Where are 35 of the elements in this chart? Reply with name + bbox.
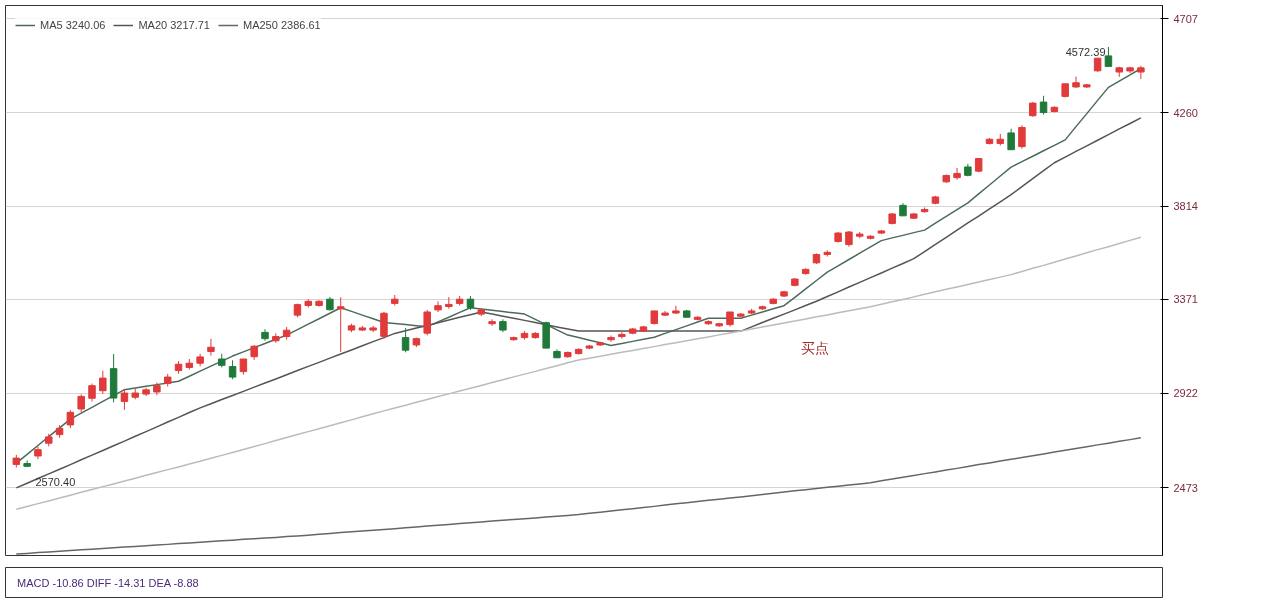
legend-label: MA20 3217.71 xyxy=(138,19,210,31)
candlestick xyxy=(1137,65,1145,80)
annotation: 4572.39 xyxy=(1065,45,1106,58)
y-tick-label: 2473 xyxy=(1173,481,1198,494)
legend-label: MA5 3240.06 xyxy=(40,19,106,31)
candlestick xyxy=(380,311,388,339)
line-series xyxy=(15,117,1142,489)
candlestick xyxy=(336,296,345,353)
candlestick xyxy=(953,167,961,181)
candlestick xyxy=(207,338,215,357)
candlestick xyxy=(401,327,410,353)
text: MACD -10.86 DIFF -14.31 DEA -8.88 xyxy=(17,576,199,589)
candlestick xyxy=(99,370,107,395)
y-tick-label: 4707 xyxy=(1173,12,1198,25)
candlestick xyxy=(1018,124,1026,150)
y-tick-label: 3814 xyxy=(1173,200,1198,213)
legend-label: MA250 2386.61 xyxy=(243,19,321,31)
line-series xyxy=(15,436,1142,555)
candlestick xyxy=(1072,75,1080,89)
candlestick xyxy=(120,388,129,411)
candlestick xyxy=(672,305,680,315)
line-series xyxy=(15,236,1142,511)
candlestick xyxy=(1039,95,1048,116)
y-tick-label: 3371 xyxy=(1173,293,1198,306)
candlestick xyxy=(434,300,442,313)
candlestick xyxy=(228,359,237,380)
annotation: 2570.40 xyxy=(35,475,76,488)
candlestick xyxy=(607,335,615,343)
candlestick xyxy=(1007,128,1015,151)
candlestick xyxy=(1104,46,1113,67)
y-tick-label: 2922 xyxy=(1173,387,1198,400)
annotation: 买点 xyxy=(800,339,829,356)
candlestick xyxy=(488,318,496,327)
y-tick-label: 4260 xyxy=(1173,106,1198,119)
candlestick xyxy=(423,309,431,336)
